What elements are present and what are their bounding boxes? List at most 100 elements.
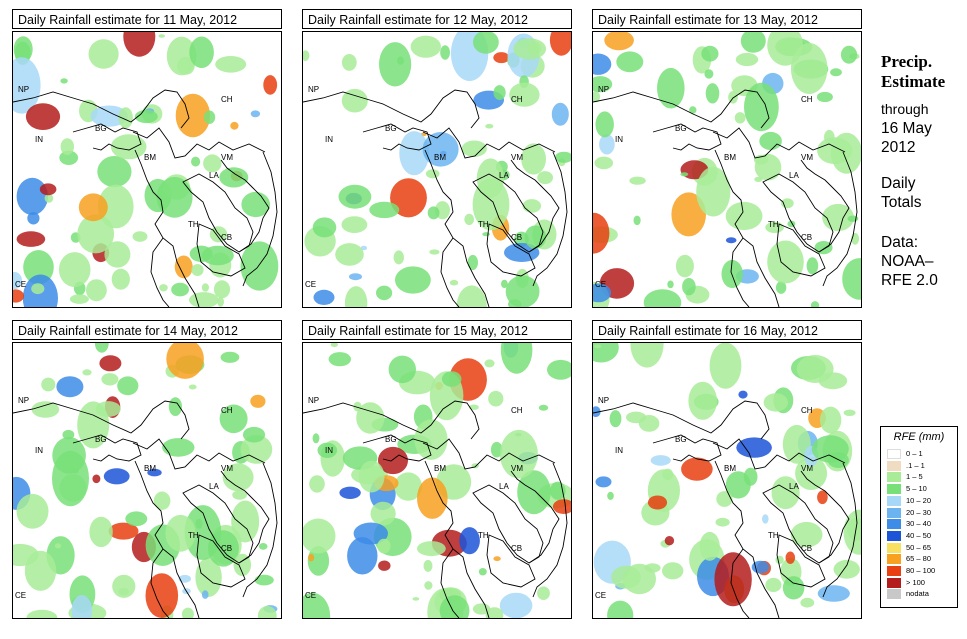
rainfall-field bbox=[593, 32, 861, 307]
rain-cell bbox=[330, 343, 338, 348]
rain-cell bbox=[499, 592, 533, 618]
panel-title: Daily Rainfall estimate for 13 May, 2012 bbox=[592, 9, 862, 29]
rain-cell bbox=[153, 491, 171, 510]
country-label: BG bbox=[385, 435, 397, 444]
country-label: TH bbox=[188, 531, 199, 540]
rain-cell bbox=[92, 474, 101, 484]
rain-cell bbox=[840, 45, 858, 64]
rain-cell bbox=[162, 438, 195, 457]
country-label: CE bbox=[305, 591, 316, 600]
rain-cell bbox=[189, 36, 214, 69]
country-label: NP bbox=[308, 396, 319, 405]
rain-cell bbox=[335, 243, 364, 266]
rainfall-field bbox=[13, 32, 279, 307]
legend-entry: 30 – 40 bbox=[887, 519, 955, 530]
rain-cell bbox=[647, 495, 668, 510]
rain-cell bbox=[376, 285, 393, 301]
rain-cell bbox=[734, 112, 746, 124]
rain-cell bbox=[472, 178, 510, 231]
rain-cell bbox=[740, 32, 766, 53]
rain-cell bbox=[240, 241, 279, 291]
rain-cell bbox=[817, 585, 850, 602]
border-line bbox=[424, 149, 490, 307]
rain-cell bbox=[593, 53, 612, 75]
rain-cell bbox=[339, 486, 361, 499]
rain-cell bbox=[195, 557, 222, 597]
rain-cell bbox=[101, 373, 119, 386]
panel-title: Daily Rainfall estimate for 15 May, 2012 bbox=[302, 320, 572, 340]
side-title: Precip. Estimate bbox=[881, 52, 945, 92]
rain-cell bbox=[743, 467, 758, 486]
rain-cell bbox=[309, 475, 325, 493]
rain-cell bbox=[97, 156, 132, 188]
rain-cell bbox=[369, 201, 400, 219]
rain-cell bbox=[425, 169, 440, 179]
rain-cell bbox=[547, 359, 571, 380]
country-label: CH bbox=[221, 95, 233, 104]
legend-label: 5 – 10 bbox=[906, 484, 927, 494]
country-label: BM bbox=[434, 464, 446, 473]
border-line bbox=[472, 484, 544, 564]
legend-label: 50 – 65 bbox=[906, 542, 932, 552]
rain-cell bbox=[604, 32, 634, 51]
rain-cell bbox=[633, 215, 641, 226]
rain-cell bbox=[501, 279, 508, 289]
legend-swatch bbox=[887, 542, 901, 553]
legend-swatch bbox=[887, 530, 901, 541]
rain-cell bbox=[688, 381, 717, 420]
side-title-line2: Estimate bbox=[881, 72, 946, 91]
rain-cell bbox=[595, 476, 612, 488]
rain-cell bbox=[201, 590, 209, 599]
rain-cell bbox=[379, 42, 412, 87]
rain-cell bbox=[701, 45, 719, 62]
rain-cell bbox=[250, 394, 266, 408]
rain-cell bbox=[174, 255, 193, 279]
panel-title: Daily Rainfall estimate for 16 May, 2012 bbox=[592, 320, 862, 340]
rain-cell bbox=[517, 470, 551, 515]
border-line bbox=[730, 237, 750, 307]
side-title-line1: Precip. bbox=[881, 52, 933, 71]
rain-cell bbox=[819, 406, 842, 434]
rain-cell bbox=[630, 343, 664, 368]
rain-cell bbox=[816, 91, 833, 103]
rain-cell bbox=[412, 597, 420, 601]
rain-cell bbox=[71, 595, 93, 618]
rain-cell bbox=[25, 103, 61, 130]
country-label: BG bbox=[385, 124, 397, 133]
rain-cell bbox=[736, 437, 772, 458]
country-label: BM bbox=[724, 464, 736, 473]
rain-cell bbox=[817, 137, 853, 164]
country-borders bbox=[593, 89, 858, 307]
end-date-line2: 2012 bbox=[881, 139, 916, 156]
rain-cell bbox=[240, 435, 273, 464]
rain-cell bbox=[696, 166, 731, 217]
rain-cell bbox=[818, 372, 848, 390]
legend-entry: nodata bbox=[887, 589, 955, 600]
rain-cell bbox=[595, 111, 614, 138]
border-line bbox=[220, 470, 270, 564]
rain-cell bbox=[312, 433, 320, 444]
legend-label: 20 – 30 bbox=[906, 507, 932, 517]
rain-cell bbox=[60, 78, 68, 84]
rain-cell bbox=[191, 264, 204, 276]
rain-cell bbox=[13, 289, 25, 303]
border-line bbox=[422, 127, 556, 159]
rain-cell bbox=[54, 543, 62, 549]
rain-cell bbox=[308, 553, 315, 562]
rain-cell bbox=[313, 289, 335, 305]
rain-cell bbox=[728, 91, 738, 104]
rain-cell bbox=[643, 289, 682, 307]
legend-swatch bbox=[887, 507, 901, 518]
rain-cell bbox=[230, 121, 239, 130]
daily-line2: Totals bbox=[881, 194, 922, 211]
rain-cell bbox=[303, 518, 336, 554]
border-line bbox=[362, 434, 432, 462]
border-line bbox=[800, 470, 850, 564]
rain-cell bbox=[103, 468, 130, 485]
rain-cell bbox=[16, 231, 46, 247]
rain-cell bbox=[393, 250, 404, 265]
rainfall-map: NP CH IN BG BM VM LA TH CB CE bbox=[592, 31, 862, 308]
rain-cell bbox=[593, 406, 601, 418]
